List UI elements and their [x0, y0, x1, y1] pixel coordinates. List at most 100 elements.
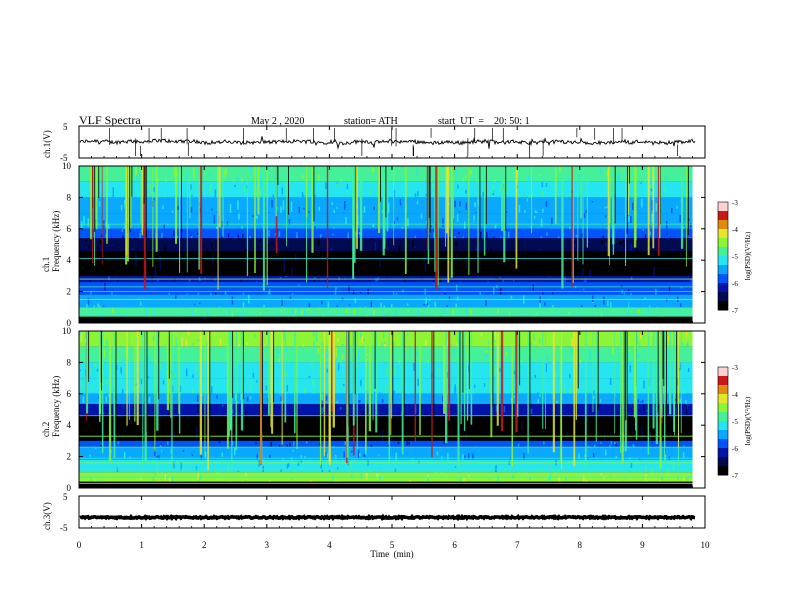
- spectrogram-speckle: [360, 380, 362, 387]
- spectrogram-speckle: [397, 441, 400, 444]
- spectrogram-speckle: [346, 183, 349, 190]
- spectrogram-speckle: [433, 232, 435, 239]
- spectrogram-speckle: [249, 281, 251, 283]
- spectrogram-speckle: [358, 219, 361, 223]
- spectrogram-speckle: [601, 240, 603, 245]
- spectrogram-speckle: [685, 332, 688, 337]
- spectrogram-speckle: [286, 463, 289, 469]
- spectrogram-speckle: [159, 362, 162, 369]
- spectrogram-speckle: [487, 281, 489, 283]
- ch1-spectrogram-ylabel-frequency: Frequency (kHz): [51, 211, 61, 272]
- spectrogram-speckle: [546, 232, 548, 236]
- spectrogram-speckle: [395, 309, 397, 316]
- spectrogram-speckle: [231, 296, 234, 305]
- spectrogram-speckle: [282, 200, 285, 210]
- spectrogram-speckle: [335, 361, 337, 363]
- spectrogram-speckle: [526, 222, 529, 228]
- spectrogram-speckle: [532, 208, 534, 213]
- spectrogram-sferic: [447, 166, 450, 283]
- spectrogram-speckle: [242, 292, 245, 295]
- spectrogram-speckle: [86, 303, 88, 308]
- spectrogram-speckle: [196, 235, 198, 237]
- spectrogram-speckle: [649, 231, 652, 236]
- spectrogram-sferic: [577, 166, 579, 261]
- spectrogram-sferic: [445, 166, 446, 247]
- spectrogram-speckle: [237, 307, 239, 313]
- spectrogram-speckle: [190, 234, 192, 236]
- spectrogram-speckle: [625, 234, 628, 238]
- spectrogram-gap: [355, 166, 357, 232]
- spectrogram-speckle: [112, 307, 114, 313]
- spectrogram-speckle: [240, 279, 242, 283]
- spectrogram-speckle: [609, 366, 612, 369]
- spectrogram-speckle: [503, 451, 505, 454]
- spectrogram-lowband: [79, 484, 693, 488]
- spectrogram-speckle: [195, 364, 197, 373]
- spectrogram-speckle: [397, 465, 399, 470]
- spectrogram-speckle: [463, 474, 466, 477]
- spectrogram-speckle: [160, 474, 162, 477]
- spectrogram-speckle: [321, 300, 323, 305]
- spectrogram-speckle: [406, 441, 408, 446]
- spectrogram-speckle: [286, 444, 288, 448]
- spectrogram-sferic: [266, 166, 268, 286]
- spectrogram-speckle: [270, 224, 272, 229]
- spectrogram-speckle: [167, 441, 169, 445]
- spectrogram-gap: [273, 331, 275, 403]
- spectrogram-sferic: [143, 166, 147, 290]
- spectrogram-speckle: [260, 189, 262, 194]
- spectrogram-speckle: [321, 446, 323, 448]
- spectrogram-band: [79, 250, 693, 276]
- spectrogram-speckle: [429, 299, 431, 301]
- y-tick-label: 2: [67, 287, 72, 297]
- spectrogram-speckle: [411, 458, 414, 460]
- spectrogram-speckle: [89, 398, 91, 404]
- spectrogram-sferic: [154, 331, 156, 452]
- spectrogram-speckle: [191, 194, 193, 197]
- spectrogram-speckle: [442, 395, 444, 403]
- spectrogram-speckle: [468, 474, 470, 478]
- spectrogram-speckle: [219, 338, 222, 346]
- spectrogram-gap: [663, 331, 665, 386]
- spectrogram-speckle: [354, 298, 357, 304]
- spectrogram-speckle: [536, 211, 538, 214]
- spectrogram-speckle: [589, 205, 592, 209]
- spectrogram-speckle: [362, 280, 365, 283]
- spectrogram-sferic: [141, 166, 143, 236]
- spectrogram-speckle: [470, 169, 472, 175]
- spectrogram-sferic: [448, 331, 451, 421]
- spectrogram-speckle: [169, 444, 172, 446]
- spectrogram-speckle: [294, 309, 297, 315]
- spectrogram-speckle: [210, 293, 212, 295]
- spectrogram-speckle: [642, 228, 644, 232]
- spectrogram-speckle: [207, 310, 209, 316]
- spectrogram-speckle: [360, 472, 363, 479]
- spectrogram-speckle: [336, 401, 338, 404]
- spectrogram-speckle: [359, 307, 361, 309]
- spectrogram-speckle: [175, 295, 177, 300]
- spectrogram-speckle: [204, 310, 207, 317]
- spectrogram-speckle: [169, 353, 171, 361]
- spectrogram-speckle: [173, 461, 175, 469]
- spectrogram-speckle: [425, 194, 427, 198]
- spectrogram-speckle: [161, 450, 164, 460]
- spectrogram-sferic: [468, 166, 470, 275]
- spectrogram-speckle: [269, 369, 271, 372]
- spectrogram-speckle: [501, 441, 503, 444]
- spectrogram-speckle: [664, 276, 666, 280]
- spectrogram-speckle: [358, 232, 361, 235]
- spectrogram-speckle: [418, 310, 420, 314]
- spectrogram-speckle: [248, 179, 251, 182]
- colorbar-label: log(PSD)(V²/Hz): [744, 231, 752, 280]
- spectrogram-speckle: [366, 387, 368, 392]
- spectrogram-speckle: [101, 234, 103, 237]
- spectrogram-sferic: [584, 331, 587, 467]
- spectrogram-speckle: [354, 412, 357, 414]
- spectrogram-speckle: [362, 253, 365, 269]
- spectrogram-speckle: [556, 400, 558, 404]
- spectrogram-speckle: [394, 298, 397, 303]
- spectrogram-speckle: [629, 349, 631, 351]
- spectrogram-speckle: [594, 305, 597, 308]
- spectrogram-speckle: [439, 362, 441, 373]
